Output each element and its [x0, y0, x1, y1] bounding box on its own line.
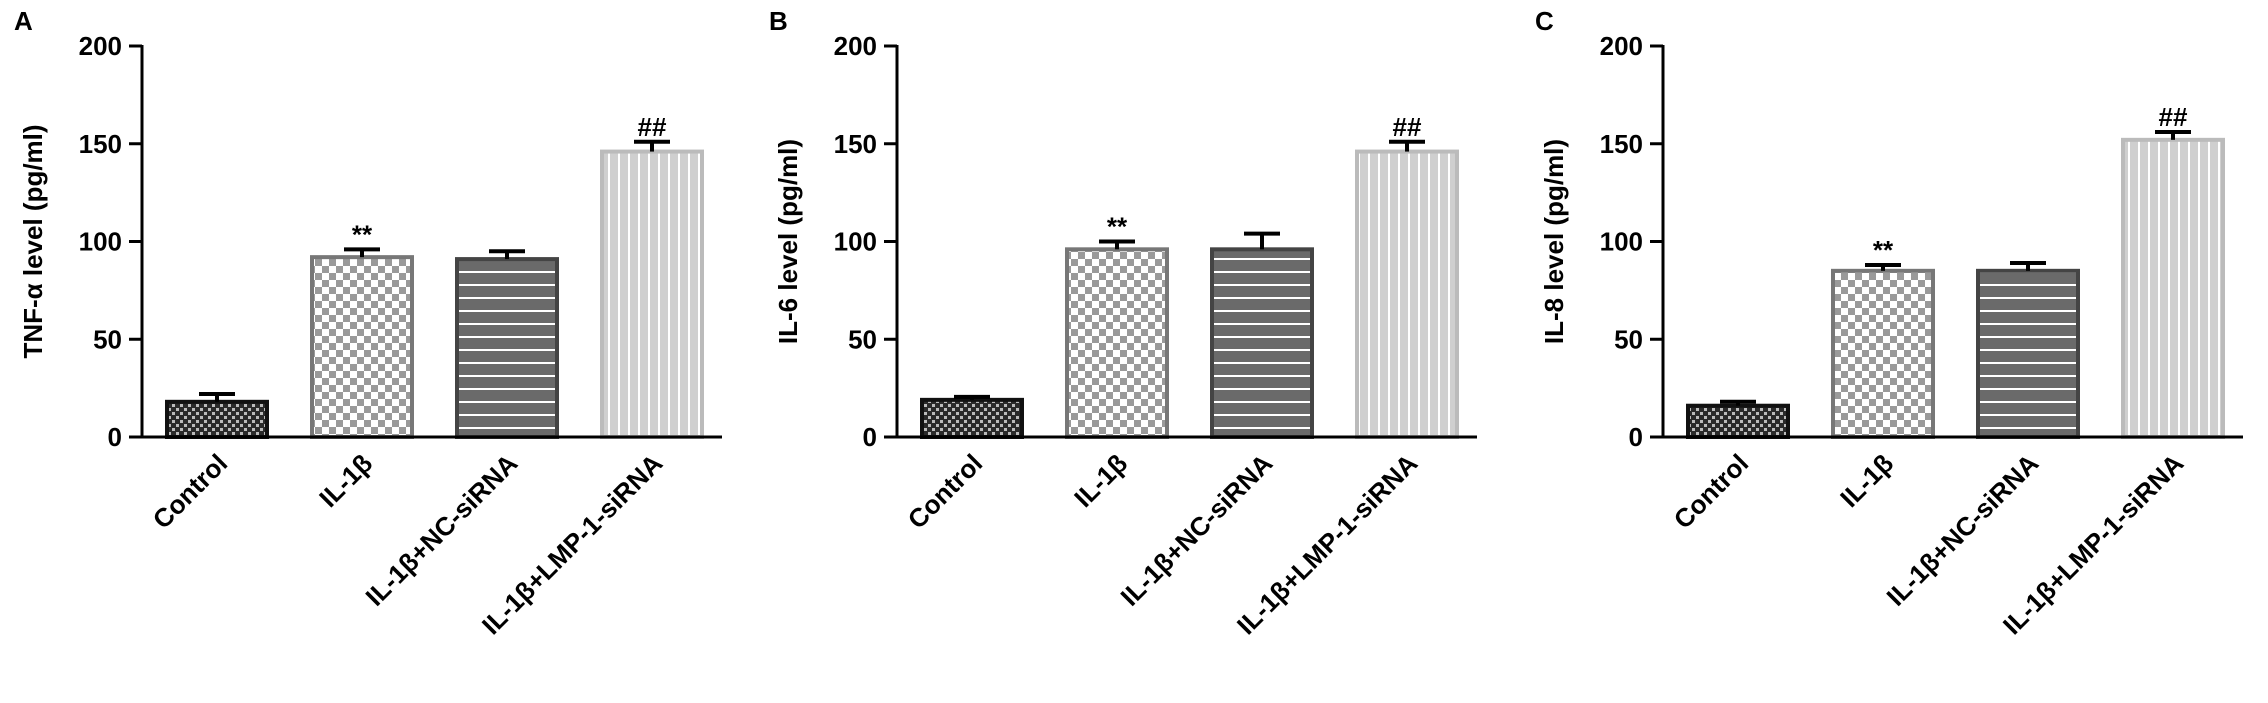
bar [1831, 268, 1935, 440]
bar [920, 397, 1024, 440]
panel-label: A [14, 6, 33, 36]
y-tick-label: 150 [834, 129, 877, 159]
y-tick-label: 100 [834, 227, 877, 257]
bar [1976, 268, 2080, 440]
panel-label: C [1535, 6, 1554, 36]
x-tick-label: IL-1β+NC-siRNA [1881, 448, 2045, 612]
bar [1210, 247, 1314, 439]
significance-label: ** [1107, 212, 1128, 242]
y-tick-label: 50 [1614, 324, 1643, 354]
x-tick-label: Control [902, 448, 989, 535]
y-tick-label: 50 [93, 324, 122, 354]
bar [1686, 403, 1790, 440]
panel: B IL-6 level (pg/ml) 0 50 100 150 200 Control **… [769, 6, 1477, 640]
y-tick-label: 150 [1600, 129, 1643, 159]
y-axis-label: IL-8 level (pg/ml) [1539, 139, 1569, 344]
y-tick-label: 200 [1600, 31, 1643, 61]
panel: C IL-8 level (pg/ml) 0 50 100 150 200 Control **… [1535, 6, 2243, 640]
significance-label: ## [638, 112, 667, 142]
x-tick-label: IL-1β [1834, 448, 1899, 513]
y-axis-label: IL-6 level (pg/ml) [773, 139, 803, 344]
bar [310, 255, 414, 440]
x-tick-label: IL-1β+NC-siRNA [360, 448, 524, 612]
x-tick-label: IL-1β [1068, 448, 1133, 513]
significance-label: ## [2159, 102, 2188, 132]
x-tick-label: Control [147, 448, 234, 535]
bar [600, 149, 704, 439]
bar [165, 399, 269, 439]
y-tick-label: 100 [1600, 227, 1643, 257]
x-tick-label: Control [1668, 448, 1755, 535]
bar [2121, 137, 2225, 439]
y-tick-label: 100 [79, 227, 122, 257]
bar [1065, 247, 1169, 439]
y-tick-label: 200 [834, 31, 877, 61]
bar [455, 257, 559, 439]
bar [1355, 149, 1459, 439]
x-tick-label: IL-1β+NC-siRNA [1115, 448, 1279, 612]
panel: A TNF-α level (pg/ml) 0 50 100 150 200 Control *… [14, 6, 722, 640]
y-tick-label: 50 [848, 324, 877, 354]
significance-label: ** [1873, 235, 1894, 265]
y-tick-label: 0 [1629, 422, 1643, 452]
y-tick-label: 200 [79, 31, 122, 61]
x-tick-label: IL-1β [313, 448, 378, 513]
significance-label: ** [352, 219, 373, 249]
panel-label: B [769, 6, 788, 36]
y-tick-label: 150 [79, 129, 122, 159]
significance-label: ## [1393, 112, 1422, 142]
y-tick-label: 0 [108, 422, 122, 452]
y-tick-label: 0 [863, 422, 877, 452]
y-axis-label: TNF-α level (pg/ml) [18, 124, 48, 358]
